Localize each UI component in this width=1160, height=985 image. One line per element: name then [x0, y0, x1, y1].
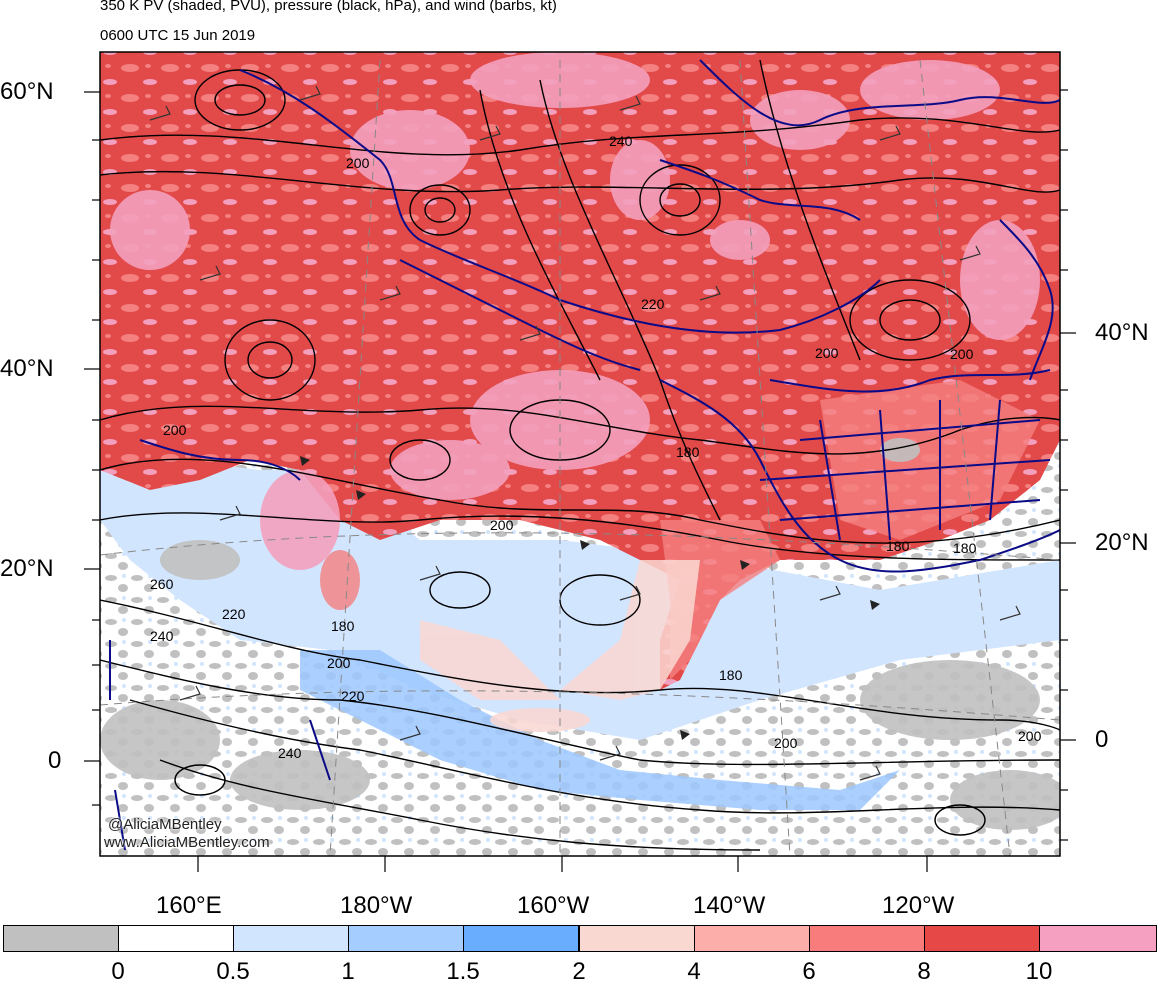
pv-light-pink — [420, 560, 700, 732]
lon-label: 160°E — [156, 892, 222, 919]
colorbar-label: 2 — [572, 958, 586, 985]
contour-label: 180 — [719, 667, 743, 683]
pv-blue-band — [100, 250, 1060, 740]
lat-label-left: 60°N — [0, 78, 54, 105]
contour-label: 240 — [150, 628, 174, 644]
credit-twitter: @AliciaMBentley — [108, 816, 222, 833]
contour-label: 180 — [886, 538, 910, 554]
colorbar-box — [694, 925, 810, 952]
lat-label-right: 0 — [1095, 726, 1109, 753]
contour-label: 200 — [950, 346, 974, 362]
colorbar-label: 0.5 — [216, 958, 250, 985]
pv-gray-patches — [100, 438, 1060, 830]
lat-label-left: 20°N — [0, 555, 54, 582]
colorbar-label: 4 — [687, 958, 701, 985]
contour-label: 200 — [327, 655, 351, 671]
contour-label: 240 — [278, 745, 302, 761]
contour-label: 240 — [609, 133, 633, 149]
pv-pink-patches — [110, 52, 1040, 570]
axis-ticks — [84, 89, 1076, 872]
lon-label: 160°W — [517, 892, 590, 919]
contour-label: 220 — [641, 296, 665, 312]
coastlines — [109, 59, 1060, 851]
contour-label: 200 — [774, 735, 798, 751]
colorbar-box — [118, 925, 234, 952]
colorbar-box — [348, 925, 464, 952]
pressure-contours — [100, 59, 1060, 851]
pv-shading — [100, 52, 1060, 856]
colorbar-box — [463, 925, 579, 952]
contour-label: 180 — [676, 444, 700, 460]
contour-label: 180 — [953, 540, 977, 556]
contour-label: 200 — [1018, 728, 1042, 744]
contour-label: 180 — [331, 618, 355, 634]
contour-label: 200 — [815, 345, 839, 361]
lon-label: 180°W — [340, 892, 413, 919]
contour-labels: 200 240 220 200 200 200 180 200 260 220 … — [150, 133, 1042, 761]
colorbar-box — [809, 925, 925, 952]
contour-label: 200 — [346, 155, 370, 171]
lat-label-right: 20°N — [1095, 529, 1149, 556]
contour-label: 220 — [222, 606, 246, 622]
colorbar-box — [924, 925, 1040, 952]
pv-blue-band-darker — [300, 650, 900, 810]
wind-barb-flags — [300, 456, 880, 740]
lat-label-left: 0 — [48, 747, 62, 774]
colorbar-box — [233, 925, 349, 952]
colorbar-label: 0 — [111, 958, 125, 985]
lon-label: 140°W — [693, 892, 766, 919]
contour-label: 200 — [490, 517, 514, 533]
credit-website: www.AliciaMBentley.com — [104, 834, 270, 851]
lat-label-left: 40°N — [0, 355, 54, 382]
contour-label: 260 — [150, 576, 174, 592]
colorbar-label: 1.5 — [446, 958, 480, 985]
colorbar-box — [3, 925, 119, 952]
pv-map: 200 240 220 200 200 200 180 200 260 220 … — [84, 51, 1076, 872]
colorbar-box — [579, 925, 695, 952]
wind-barbs — [149, 85, 1021, 781]
colorbar-label: 6 — [802, 958, 816, 985]
chart-title: 350 K PV (shaded, PVU), pressure (black,… — [100, 0, 557, 14]
colorbar-label: 8 — [917, 958, 931, 985]
contour-label: 220 — [341, 688, 365, 704]
colorbar-label: 1 — [341, 958, 355, 985]
map-frame — [99, 51, 1061, 857]
colorbar-box — [1039, 925, 1157, 952]
lon-label: 120°W — [882, 892, 955, 919]
contour-label: 200 — [163, 422, 187, 438]
graticule — [100, 59, 1060, 856]
pv-high-region — [100, 52, 1060, 690]
lat-label-right: 40°N — [1095, 319, 1149, 346]
chart-subtitle-time: 0600 UTC 15 Jun 2019 — [100, 27, 256, 44]
colorbar-label: 10 — [1025, 958, 1053, 985]
